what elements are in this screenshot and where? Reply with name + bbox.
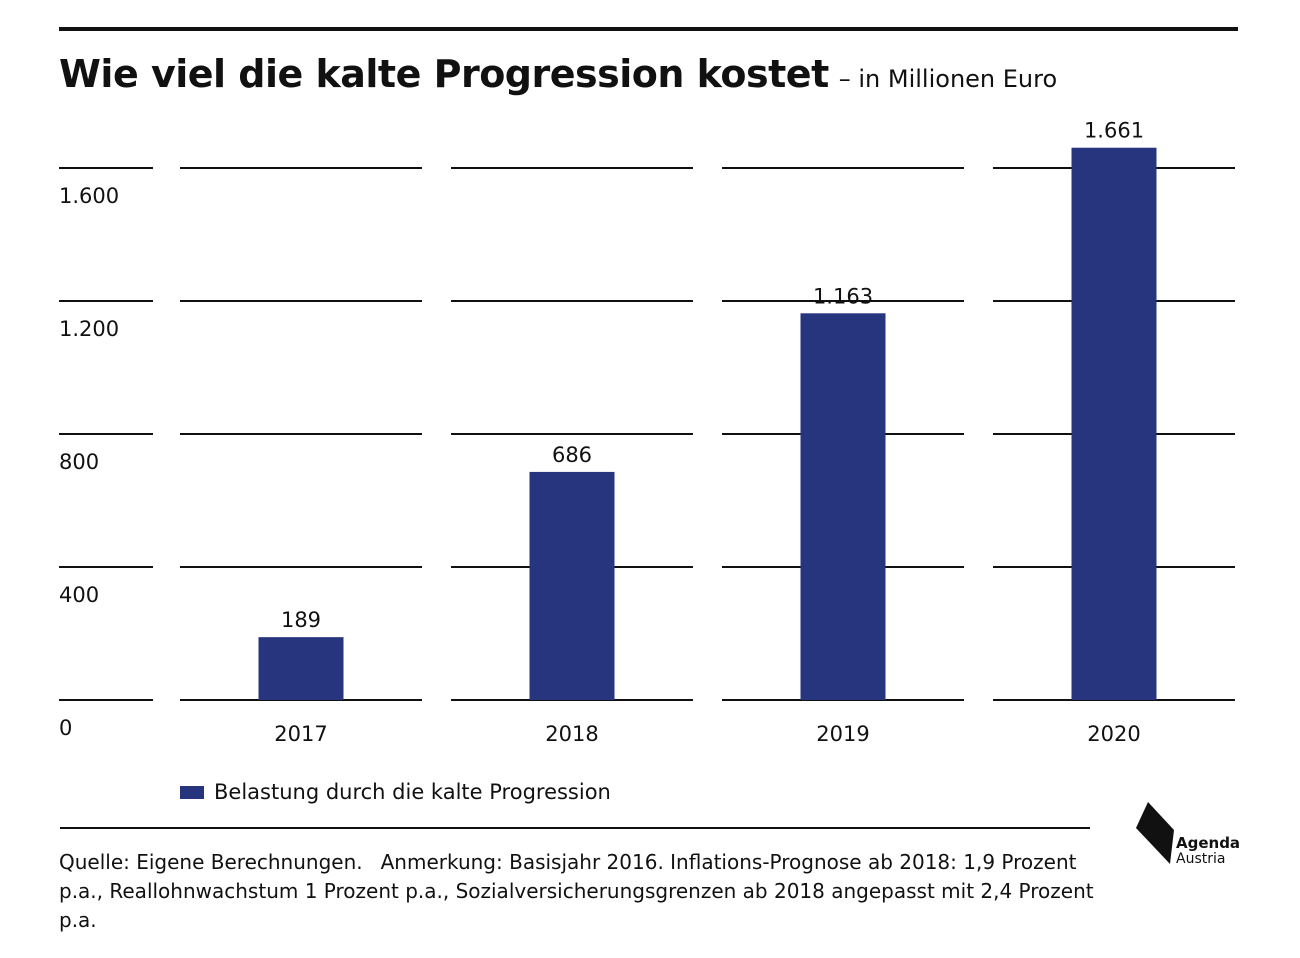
y-tick-label: 400 xyxy=(59,583,99,607)
bar-2020 xyxy=(1071,147,1157,700)
data-label: 1.661 xyxy=(1084,119,1144,143)
bar-2018 xyxy=(529,471,615,700)
legend-swatch xyxy=(180,785,204,799)
logo-line1: Agenda xyxy=(1176,834,1241,852)
top-rule xyxy=(59,27,1238,31)
x-tick-label: 2017 xyxy=(274,722,327,746)
y-tick-label: 800 xyxy=(59,450,99,474)
bar-2019 xyxy=(800,313,886,700)
y-tick-label: 1.600 xyxy=(59,184,119,208)
y-tick-label: 1.200 xyxy=(59,317,119,341)
data-label: 1.163 xyxy=(813,284,873,308)
chart-title: Wie viel die kalte Progression kostet xyxy=(59,52,829,96)
note-text: Anmerkung: Basisjahr 2016. Inflations-Pr… xyxy=(59,850,1094,932)
source-note: Quelle: Eigene Berechnungen. Anmerkung: B… xyxy=(59,848,1119,935)
chart-subtitle: – in Millionen Euro xyxy=(838,65,1058,93)
logo-line2: Austria xyxy=(1176,851,1226,867)
bottom-rule xyxy=(60,827,1090,829)
x-tick-label: 2019 xyxy=(816,722,869,746)
legend: Belastung durch die kalte Progression xyxy=(180,780,611,804)
y-tick-label: 0 xyxy=(59,716,72,740)
x-tick-label: 2018 xyxy=(545,722,598,746)
x-tick-label: 2020 xyxy=(1087,722,1140,746)
legend-label: Belastung durch die kalte Progression xyxy=(214,780,611,804)
data-label: 686 xyxy=(552,443,592,467)
bar-2017 xyxy=(258,637,344,700)
chart-title-block: Wie viel die kalte Progression kostet – i… xyxy=(59,52,1057,96)
source-label: Quelle: Eigene Berechnungen. xyxy=(59,850,363,874)
logo-mark-icon xyxy=(1136,802,1174,864)
data-label: 189 xyxy=(281,608,321,632)
bar-chart: 0 400 800 1.200 1.600 189 2017 686 2018 1.163 2019… xyxy=(59,119,1235,746)
agenda-austria-logo: Agenda Austria xyxy=(1134,800,1244,870)
